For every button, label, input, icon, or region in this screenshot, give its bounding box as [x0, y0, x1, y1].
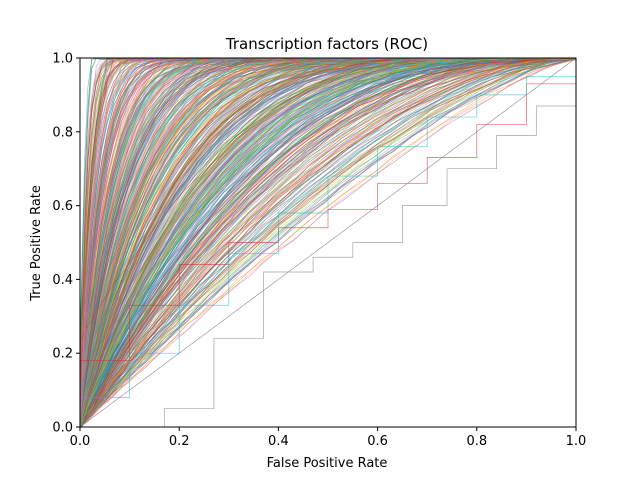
roc-curve — [79, 57, 576, 428]
roc-curve — [79, 57, 577, 428]
roc-curve — [79, 58, 576, 428]
roc-curve — [79, 57, 576, 428]
y-tick-label: 0.6 — [52, 199, 73, 214]
y-tick-label: 1.0 — [52, 52, 73, 67]
chart-title: Transcription factors (ROC) — [225, 35, 428, 53]
roc-curve — [79, 57, 576, 426]
roc-curve — [79, 57, 577, 427]
roc-curve — [79, 57, 577, 426]
roc-curve — [79, 58, 577, 426]
roc-curve — [79, 58, 577, 428]
x-tick-label: 0.8 — [466, 434, 487, 449]
highlight-curves — [80, 58, 577, 428]
x-tick-label: 0.4 — [268, 434, 289, 449]
random-classifier-diagonal — [79, 57, 577, 428]
y-axis-label: True Positive Rate — [29, 185, 44, 302]
roc-curve — [79, 58, 577, 428]
y-tick-label: 0.0 — [52, 421, 73, 436]
roc-curve — [79, 57, 577, 428]
x-axis-label: False Positive Rate — [267, 456, 388, 471]
x-axis-ticks: 0.0 0.2 0.4 0.6 0.8 1.0 — [70, 427, 587, 449]
roc-curve — [79, 58, 577, 428]
y-axis-ticks: 0.0 0.2 0.4 0.6 0.8 1.0 — [52, 52, 80, 436]
x-tick-label: 1.0 — [566, 434, 587, 449]
roc-curve — [79, 58, 577, 428]
roc-curve — [79, 57, 577, 427]
roc-curve — [79, 57, 577, 428]
x-tick-label: 0.6 — [367, 434, 388, 449]
roc-curve — [79, 58, 577, 427]
roc-curve-highlight — [80, 58, 577, 428]
x-tick-label: 0.0 — [70, 434, 91, 449]
y-tick-label: 0.2 — [52, 347, 73, 362]
plot-frame — [79, 57, 577, 428]
x-tick-label: 0.2 — [169, 434, 190, 449]
roc-curve — [79, 58, 577, 428]
roc-curve — [80, 57, 577, 428]
roc-curve — [79, 57, 576, 428]
y-tick-label: 0.8 — [52, 125, 73, 140]
y-tick-label: 0.4 — [52, 273, 73, 288]
roc-curve — [79, 57, 577, 428]
roc-curve — [79, 57, 577, 428]
roc-curve — [79, 57, 576, 428]
roc-curve — [79, 57, 577, 428]
roc-curve-highlight — [80, 58, 577, 398]
roc-curve — [79, 57, 577, 428]
roc-curve — [79, 57, 577, 427]
